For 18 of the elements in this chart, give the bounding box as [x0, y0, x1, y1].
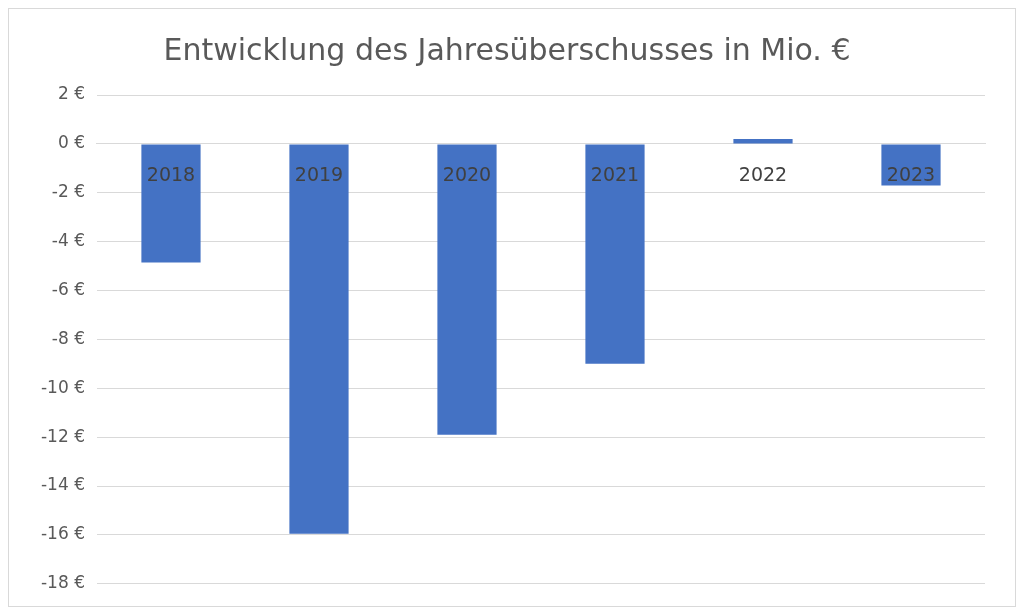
x-tick-label: 2019 [294, 162, 344, 185]
chart-title: Entwicklung des Jahresüberschusses in Mio. € [163, 31, 851, 67]
y-tick-label: -10 € [40, 376, 85, 397]
y-tick-label: -12 € [40, 425, 85, 446]
y-tick-label: -4 € [51, 230, 85, 251]
y-tick-label: 0 € [57, 132, 85, 153]
y-tick-label: -2 € [51, 181, 85, 202]
x-tick-label: 2020 [442, 162, 492, 185]
y-tick-label: -14 € [40, 474, 85, 495]
y-tick-label: -8 € [51, 327, 85, 348]
x-tick-label: 2022 [738, 162, 788, 185]
y-tick-label: 2 € [57, 83, 85, 104]
y-tick-label: -6 € [51, 278, 85, 299]
x-tick-label: 2018 [146, 162, 196, 185]
x-tick-label: 2021 [590, 162, 640, 185]
y-tick-label: -18 € [40, 572, 85, 593]
x-tick-label: 2023 [886, 162, 936, 185]
y-tick-label: -16 € [40, 523, 85, 544]
